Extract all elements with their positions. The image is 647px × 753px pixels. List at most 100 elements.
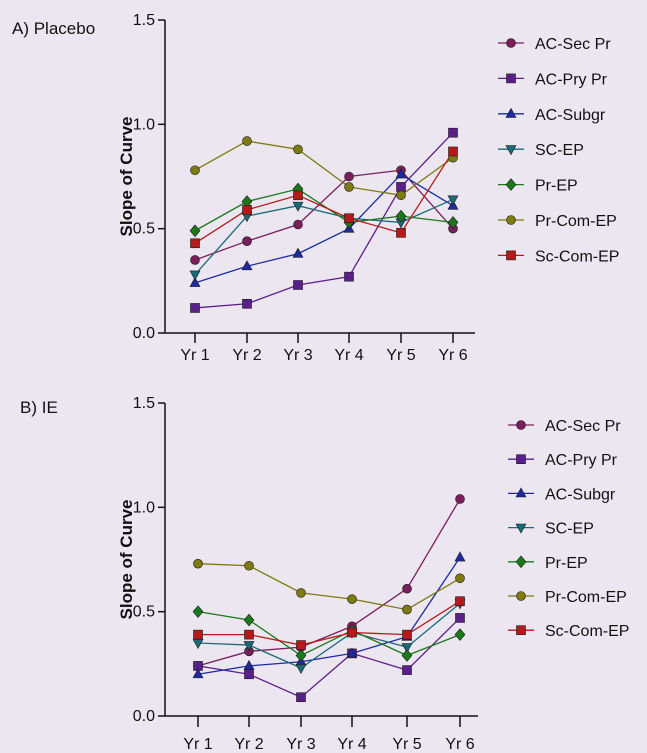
data-point <box>189 276 201 287</box>
data-point <box>241 260 253 271</box>
legend-entry: Pr-EP <box>498 178 578 195</box>
legend-marker <box>515 555 527 569</box>
data-point <box>242 205 252 215</box>
data-point <box>189 224 201 238</box>
series-line <box>194 132 454 309</box>
y-axis-title: Slope of Curve <box>117 117 136 237</box>
chart-panel-ie: B) IE 0.0 0.5 1.0 1.5 Yr 1 Yr 2 Yr 3 Yr 4 Yr 5 Yr … <box>20 395 629 753</box>
legend-marker <box>506 250 516 261</box>
legend-entry: AC-Sec Pr <box>508 418 621 435</box>
data-point <box>344 213 354 224</box>
data-point <box>447 216 459 229</box>
legend-entry: AC-Subgr <box>498 107 606 124</box>
data-point <box>347 627 357 638</box>
data-point <box>396 190 406 201</box>
data-point <box>346 647 358 658</box>
x-tick-label: Yr 2 <box>234 736 263 753</box>
legend-marker <box>505 178 517 191</box>
data-point <box>190 238 200 249</box>
data-point <box>455 573 465 584</box>
chart-panel-placebo: A) Placebo 0.0 0.5 1.0 1.5 Yr 1 Yr 2 Yr 3 Yr 4 Yr… <box>12 12 619 364</box>
x-tick-label: Yr 3 <box>283 347 312 364</box>
legend-marker <box>506 73 516 84</box>
series-line <box>197 602 461 669</box>
legend-entry: AC-Pry Pr <box>508 452 618 469</box>
series-line <box>197 563 461 611</box>
legend-marker <box>515 523 527 534</box>
data-point <box>193 558 203 569</box>
data-point <box>454 551 466 562</box>
x-tick-label: Yr 4 <box>337 736 366 753</box>
data-point <box>402 604 412 615</box>
data-point <box>344 271 354 282</box>
legend-label: Sc-Com-EP <box>535 248 619 265</box>
y-tick-label: 0.0 <box>133 325 155 342</box>
data-point <box>347 594 357 604</box>
legend-label: AC-Pry Pr <box>535 71 608 88</box>
data-point <box>296 640 306 650</box>
legend-marker <box>516 625 526 636</box>
data-point <box>293 190 303 201</box>
legend-entry: AC-Pry Pr <box>498 71 608 88</box>
data-point <box>293 144 303 155</box>
legend-marker <box>516 591 526 601</box>
legend-label: Sc-Com-EP <box>545 623 629 640</box>
series-line <box>194 188 454 232</box>
series-line <box>197 498 461 667</box>
legend-marker <box>505 145 517 156</box>
y-tick-label: 0.5 <box>133 604 155 621</box>
data-point <box>455 494 465 504</box>
data-point <box>292 201 304 212</box>
legend-marker <box>515 487 527 498</box>
series-line <box>194 140 454 196</box>
x-tick-label: Yr 3 <box>286 736 315 753</box>
data-point <box>295 649 307 662</box>
legend-marker <box>516 420 526 430</box>
legend-label: AC-Pry Pr <box>545 452 618 469</box>
series-line <box>194 198 454 276</box>
y-tick-label: 0.0 <box>133 708 155 725</box>
panel-label: B) IE <box>20 398 58 417</box>
data-point <box>448 146 458 157</box>
data-point <box>193 629 203 640</box>
x-tick-label: Yr 2 <box>232 347 261 364</box>
data-point <box>344 182 354 192</box>
data-point <box>396 182 406 192</box>
data-point <box>190 303 200 313</box>
data-point <box>344 171 354 182</box>
x-tick-label: Yr 6 <box>438 347 467 364</box>
y-tick-label: 1.5 <box>133 12 155 29</box>
data-point <box>402 665 412 675</box>
legend-label: AC-Subgr <box>535 107 606 124</box>
legend-entry: Sc-Com-EP <box>498 248 619 265</box>
data-point <box>296 692 306 703</box>
legend-entry: AC-Subgr <box>508 486 616 503</box>
series-line <box>194 151 454 244</box>
data-point <box>448 127 458 138</box>
data-point <box>293 280 303 290</box>
series-line <box>194 173 454 284</box>
data-point <box>395 209 407 223</box>
legend-label: Pr-EP <box>535 178 578 195</box>
data-point <box>243 641 255 652</box>
data-point <box>192 639 204 649</box>
legend-entry: AC-Sec Pr <box>498 36 611 53</box>
x-tick-label: Yr 6 <box>445 736 474 753</box>
data-point <box>447 195 459 206</box>
legend-label: AC-Sec Pr <box>545 418 621 435</box>
legend-label: AC-Sec Pr <box>535 36 611 53</box>
x-tick-label: Yr 1 <box>183 736 212 753</box>
data-point <box>243 659 255 670</box>
data-point <box>192 668 204 679</box>
x-tick-label: Yr 5 <box>392 736 421 753</box>
data-point <box>242 136 252 146</box>
panel-label: A) Placebo <box>12 19 95 38</box>
y-axis-title: Slope of Curve <box>117 500 136 620</box>
series-line <box>194 169 454 261</box>
data-point <box>455 596 465 607</box>
legend-entry: Pr-Com-EP <box>508 589 627 606</box>
data-point <box>401 643 413 654</box>
data-point <box>296 588 306 598</box>
series-line <box>197 611 461 657</box>
data-point <box>396 228 406 238</box>
